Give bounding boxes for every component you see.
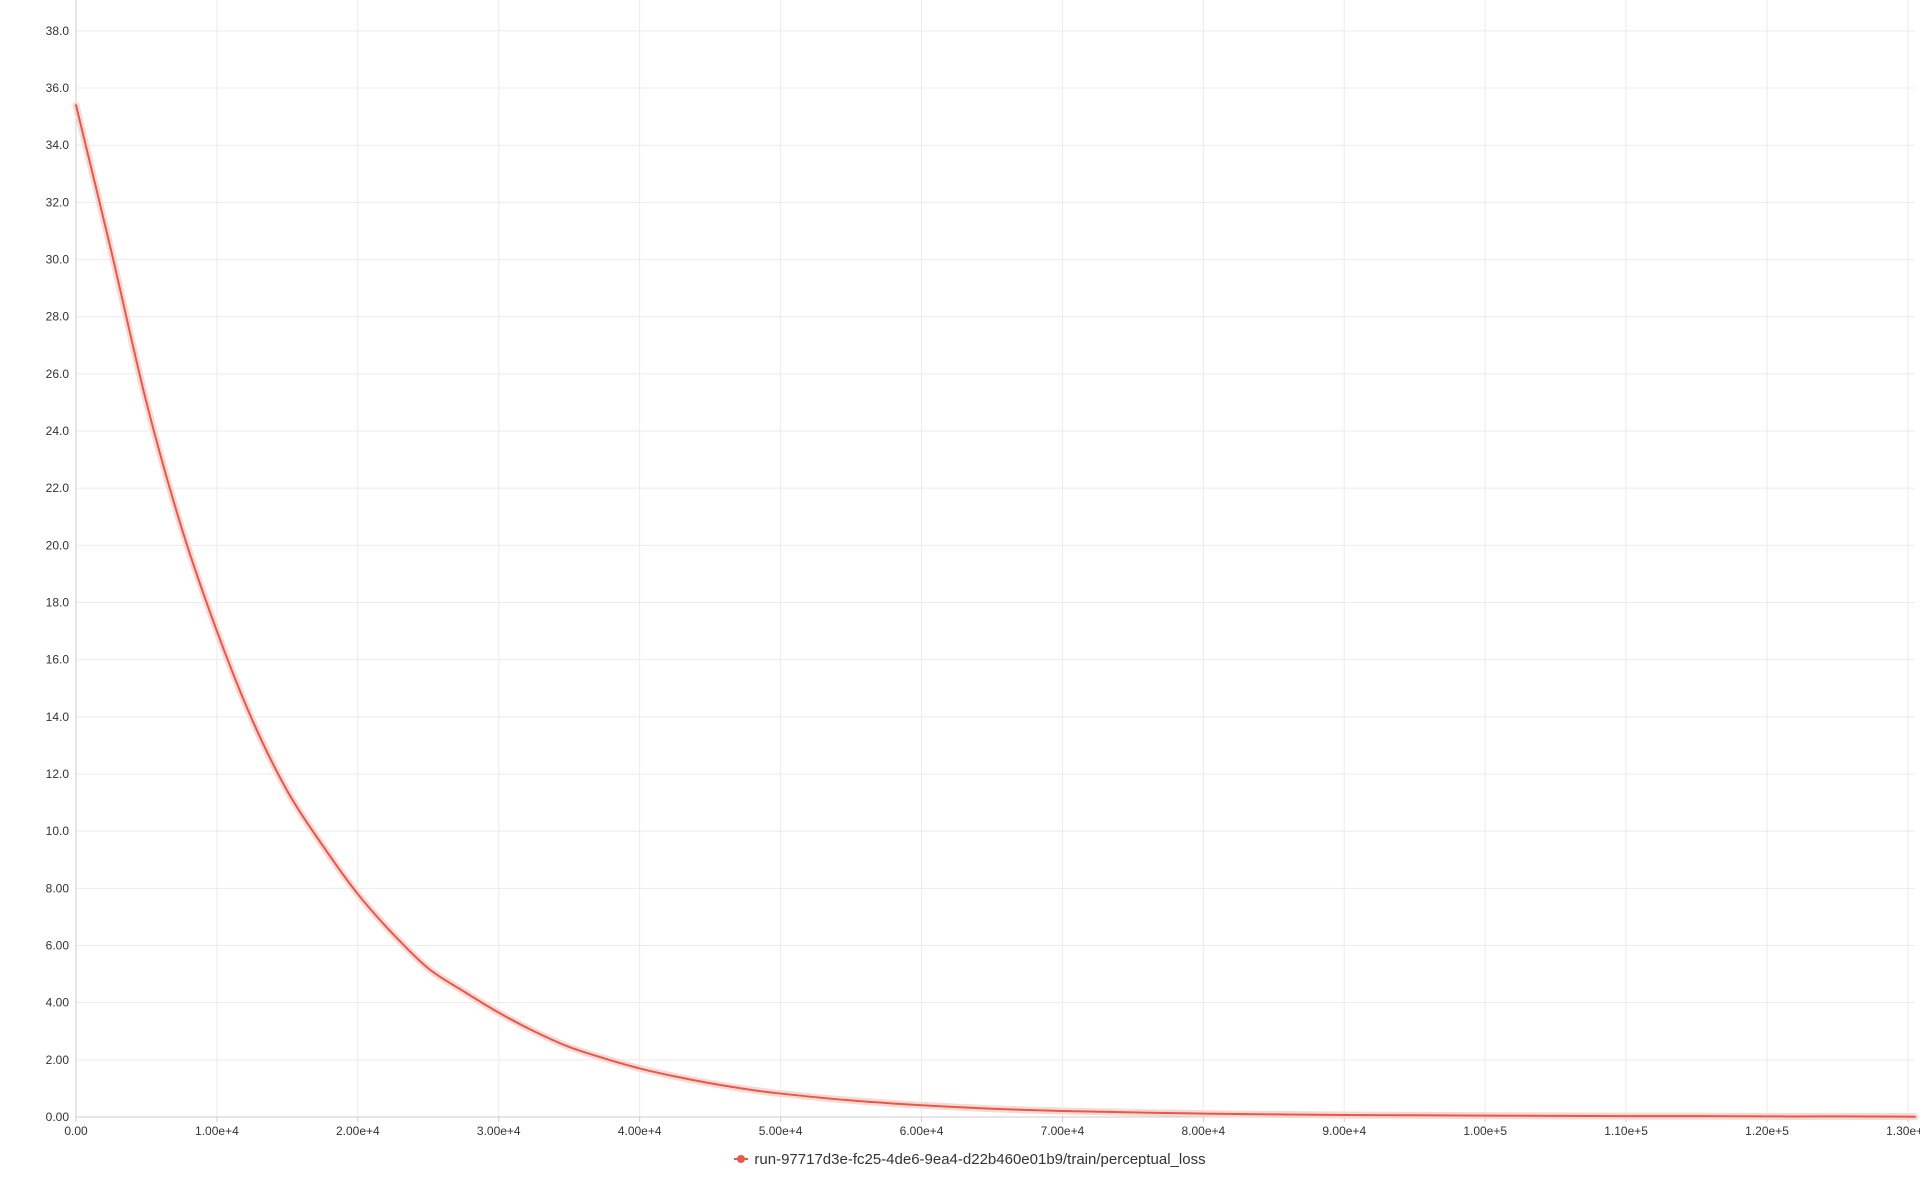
y-tick-label: 24.0 xyxy=(46,424,70,438)
grid-lines xyxy=(75,0,1915,1118)
x-tick-label: 4.00e+4 xyxy=(618,1124,662,1138)
series-line[interactable] xyxy=(75,104,1916,1118)
x-axis-ticks: 0.00 1.00e+4 2.00e+4 3.00e+4 4.00e+4 5.00e+4 6… xyxy=(64,1124,1920,1138)
series-layer xyxy=(72,101,1919,1121)
x-tick-label: 1.00e+4 xyxy=(195,1124,239,1138)
y-tick-label: 18.0 xyxy=(46,596,70,610)
x-tick-label: 1.20e+5 xyxy=(1745,1124,1789,1138)
series-band xyxy=(72,101,1919,1121)
y-tick-label: 22.0 xyxy=(46,481,70,495)
y-tick-label: 12.0 xyxy=(46,767,70,781)
legend-label: run-97717d3e-fc25-4de6-9ea4-d22b460e01b9… xyxy=(754,1150,1206,1168)
x-tick-label: 6.00e+4 xyxy=(900,1124,944,1138)
x-tick-label: 1.10e+5 xyxy=(1604,1124,1648,1138)
x-tick-label: 8.00e+4 xyxy=(1181,1124,1225,1138)
y-tick-label: 14.0 xyxy=(46,710,70,724)
y-tick-label: 32.0 xyxy=(46,195,70,209)
legend: run-97717d3e-fc25-4de6-9ea4-d22b460e01b9… xyxy=(0,1148,1920,1170)
y-tick-label: 8.00 xyxy=(46,881,70,895)
x-tick-label: 5.00e+4 xyxy=(759,1124,803,1138)
x-tick-label: 0.00 xyxy=(64,1124,88,1138)
x-tick-label: 1.30e+5 xyxy=(1886,1124,1920,1138)
y-tick-label: 36.0 xyxy=(46,81,70,95)
y-tick-label: 10.0 xyxy=(46,824,70,838)
x-tick-label: 9.00e+4 xyxy=(1322,1124,1366,1138)
x-tick-label: 3.00e+4 xyxy=(477,1124,521,1138)
x-tick-label: 7.00e+4 xyxy=(1041,1124,1085,1138)
y-tick-label: 6.00 xyxy=(46,939,70,953)
y-tick-label: 38.0 xyxy=(46,24,70,38)
x-tick-label: 2.00e+4 xyxy=(336,1124,380,1138)
y-tick-label: 20.0 xyxy=(46,538,70,552)
y-axis-ticks: 0.00 2.00 4.00 6.00 8.00 10.0 12.0 14.0 16.0 18.0… xyxy=(46,24,70,1124)
y-tick-label: 0.00 xyxy=(46,1110,70,1124)
y-tick-label: 26.0 xyxy=(46,367,70,381)
legend-marker-icon xyxy=(734,1154,749,1164)
y-tick-label: 28.0 xyxy=(46,310,70,324)
y-tick-label: 2.00 xyxy=(46,1053,70,1067)
x-tick-label: 1.00e+5 xyxy=(1463,1124,1507,1138)
axes xyxy=(75,0,1915,1122)
y-tick-label: 16.0 xyxy=(46,653,70,667)
y-tick-label: 30.0 xyxy=(46,253,70,267)
legend-marker-dot xyxy=(737,1155,746,1163)
y-tick-label: 4.00 xyxy=(46,996,70,1010)
legend-item[interactable]: run-97717d3e-fc25-4de6-9ea4-d22b460e01b9… xyxy=(714,1150,1206,1168)
y-tick-label: 34.0 xyxy=(46,138,70,152)
